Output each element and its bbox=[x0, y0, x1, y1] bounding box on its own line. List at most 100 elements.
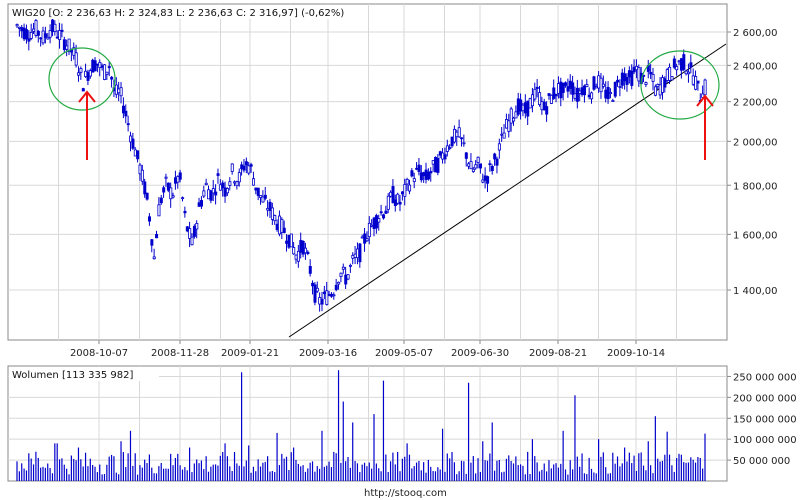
price-candle-body bbox=[682, 54, 686, 70]
price-candle-body bbox=[221, 182, 225, 189]
price-y-axis: 2 600,00 2 400,00 2 200,00 2 000,00 1 800,00… bbox=[727, 28, 778, 297]
price-candle-body bbox=[147, 216, 151, 222]
price-candle-body bbox=[270, 207, 274, 220]
price-candle-body bbox=[571, 82, 575, 95]
price-candle-body bbox=[233, 181, 237, 184]
price-candle-body bbox=[566, 86, 570, 92]
price-candle-body bbox=[337, 281, 341, 285]
price-candle-body bbox=[84, 70, 88, 78]
price-candle-body bbox=[552, 87, 556, 99]
price-candle-body bbox=[169, 187, 173, 200]
price-candle-body bbox=[46, 36, 50, 40]
price-candle-body bbox=[424, 169, 428, 180]
price-candle-body bbox=[110, 76, 114, 80]
price-candle-body bbox=[393, 199, 397, 206]
price-candle-body bbox=[502, 132, 506, 139]
volume-y-tick-label: 200 000 000 bbox=[733, 393, 797, 404]
price-candle-body bbox=[561, 82, 565, 93]
price-candle-body bbox=[474, 164, 478, 169]
price-candle-body bbox=[65, 45, 69, 50]
price-candle-body bbox=[143, 181, 147, 195]
price-candle-body bbox=[53, 23, 57, 32]
price-candle-body bbox=[438, 151, 442, 156]
price-candle-body bbox=[51, 19, 55, 32]
price-candle-body bbox=[72, 47, 76, 56]
price-candle-body bbox=[285, 240, 289, 244]
price-candle-body bbox=[557, 83, 561, 94]
price-candle-body bbox=[60, 29, 64, 32]
price-candle-body bbox=[282, 227, 286, 233]
price-candle-body bbox=[509, 108, 513, 124]
price-y-tick-label: 2 000,00 bbox=[733, 137, 778, 148]
price-candle-body bbox=[564, 82, 568, 86]
price-candle-body bbox=[419, 172, 423, 181]
price-candle-body bbox=[218, 184, 222, 191]
price-candle-body bbox=[216, 173, 220, 176]
price-candle-body bbox=[377, 218, 381, 223]
price-candle-body bbox=[382, 214, 386, 219]
price-candle-body bbox=[247, 165, 251, 174]
price-candle-body bbox=[140, 169, 144, 182]
price-candle-body bbox=[100, 65, 104, 68]
price-candle-body bbox=[207, 189, 211, 200]
price-candle-body bbox=[495, 158, 499, 166]
highlight-arrows bbox=[78, 90, 714, 160]
price-candle-body bbox=[441, 152, 445, 160]
price-y-tick-label: 2 400,00 bbox=[733, 61, 778, 72]
price-candle-body bbox=[171, 195, 175, 198]
price-candle-body bbox=[235, 181, 239, 187]
price-candle-body bbox=[356, 248, 360, 259]
price-candle-body bbox=[318, 297, 322, 305]
volume-y-tick-label: 50 000 000 bbox=[733, 456, 790, 467]
price-candle-body bbox=[483, 175, 487, 181]
price-candle-body bbox=[627, 70, 631, 78]
price-panel: 2 600,00 2 400,00 2 200,00 2 000,00 1 800,00… bbox=[7, 3, 778, 359]
price-candle-body bbox=[687, 71, 691, 75]
price-candle-body bbox=[632, 66, 636, 73]
date-tick-label: 2009-01-21 bbox=[221, 348, 279, 359]
price-candle-body bbox=[292, 247, 296, 255]
price-candle-body bbox=[462, 142, 466, 145]
price-candle-body bbox=[587, 94, 591, 98]
price-candle-body bbox=[384, 210, 388, 214]
price-candle-body bbox=[183, 210, 187, 214]
price-candle-body bbox=[575, 87, 579, 102]
price-candle-body bbox=[426, 171, 430, 180]
price-candle-body bbox=[429, 171, 433, 174]
price-candle-body bbox=[512, 117, 516, 122]
price-candle-body bbox=[410, 170, 414, 177]
source-footer[interactable]: http://stooq.com bbox=[364, 488, 447, 499]
price-y-tick-label: 1 600,00 bbox=[733, 230, 778, 241]
price-candle-body bbox=[289, 233, 293, 248]
price-candle-body bbox=[689, 62, 693, 68]
price-candle-body bbox=[672, 58, 676, 68]
date-tick-label: 2009-05-07 bbox=[375, 348, 433, 359]
price-candle-body bbox=[306, 251, 310, 254]
price-candle-body bbox=[254, 187, 258, 191]
price-candle-body bbox=[43, 33, 47, 38]
price-candle-body bbox=[656, 84, 660, 87]
price-candle-body bbox=[322, 291, 326, 295]
price-candle-body bbox=[150, 239, 154, 246]
support-trendline bbox=[288, 43, 727, 338]
price-candle-body bbox=[578, 90, 582, 94]
price-candle-body bbox=[398, 201, 402, 205]
price-candle-body bbox=[457, 127, 461, 138]
price-candle-body bbox=[195, 223, 199, 230]
date-tick-label: 2009-08-21 bbox=[529, 348, 587, 359]
price-candle-body bbox=[490, 166, 494, 172]
price-candle-body bbox=[599, 77, 603, 93]
price-candle-body bbox=[244, 161, 248, 166]
price-candle-body bbox=[299, 240, 303, 253]
price-candle-body bbox=[211, 188, 215, 194]
price-candle-body bbox=[136, 150, 140, 160]
price-candle-body bbox=[197, 202, 201, 207]
price-candle-body bbox=[471, 168, 475, 172]
price-candle-body bbox=[157, 204, 161, 217]
price-candle-body bbox=[568, 80, 572, 89]
price-candle-body bbox=[469, 161, 473, 170]
price-candle-body bbox=[663, 78, 667, 88]
price-candle-body bbox=[296, 250, 300, 262]
price-candle-body bbox=[162, 187, 166, 193]
